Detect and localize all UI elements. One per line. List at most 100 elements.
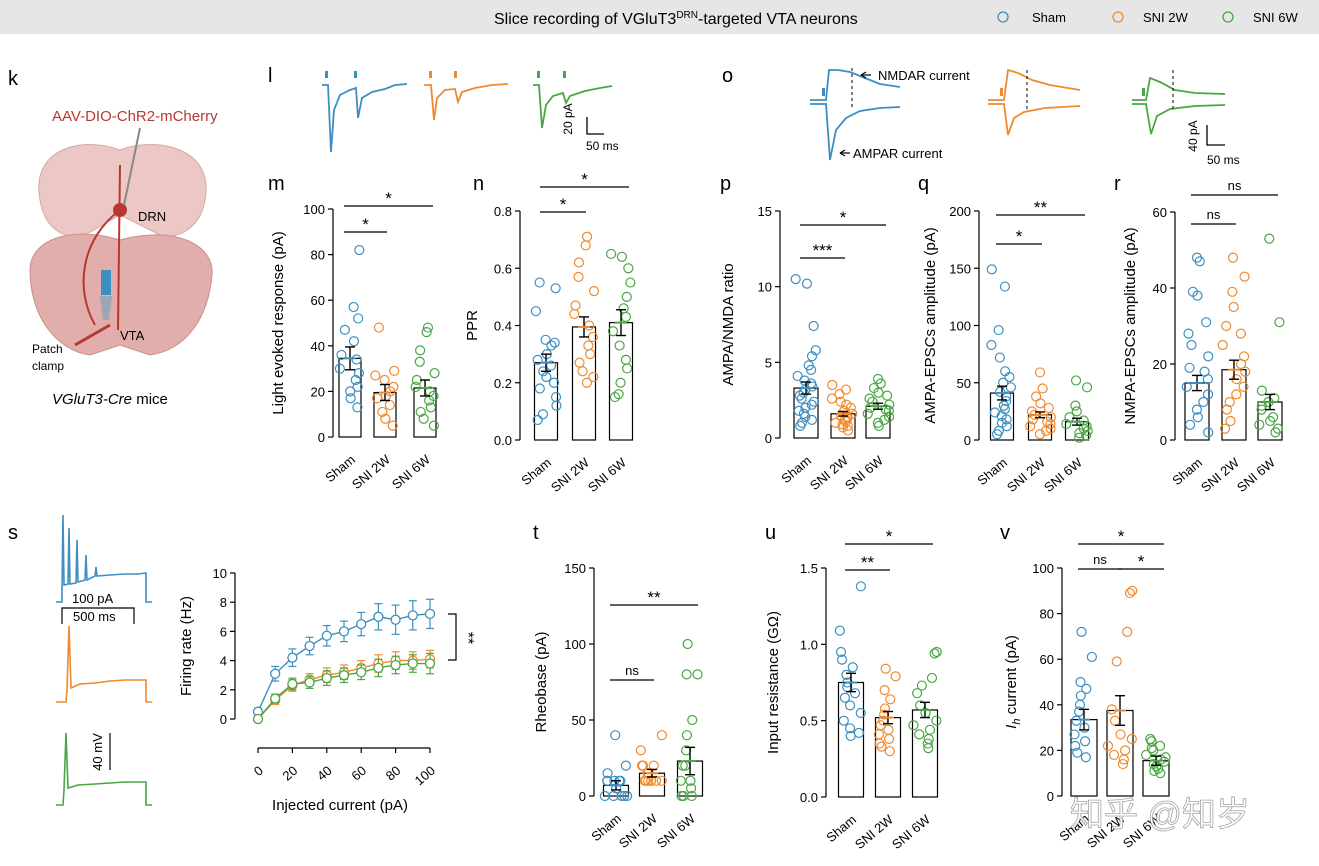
- data-point: [882, 390, 893, 401]
- scale-label-l-x: 50 ms: [586, 139, 619, 153]
- data-point: [682, 638, 693, 650]
- data-point: [890, 671, 901, 682]
- y-tick-label: 2: [220, 683, 227, 698]
- brain-illustration: [29, 127, 213, 356]
- data-point: [549, 337, 560, 348]
- data-point: [1080, 430, 1092, 441]
- data-point: [345, 393, 356, 404]
- panel-l: l 20 pA 50 ms: [268, 65, 619, 153]
- data-point: [845, 730, 856, 742]
- data-point: [1004, 371, 1015, 383]
- data-point: [1149, 765, 1160, 777]
- data-point: [424, 658, 436, 669]
- data-point: [616, 251, 628, 262]
- brain-lower-section: [29, 233, 213, 356]
- data-point: [390, 659, 401, 671]
- data-point: [534, 277, 545, 288]
- data-point: [1117, 758, 1129, 770]
- data-point: [1184, 362, 1195, 373]
- y-tick-label: 100: [303, 202, 325, 217]
- y-tick-label: 40: [1040, 698, 1054, 713]
- panel-letter-u: u: [765, 522, 776, 544]
- data-point: [1141, 749, 1152, 761]
- data-point: [847, 662, 858, 673]
- drn-injection-site: [113, 203, 127, 217]
- ampar-current-trace: [988, 103, 1081, 136]
- data-point: [574, 357, 585, 368]
- data-point: [806, 364, 817, 375]
- x-tick-label: SNI 6W: [842, 452, 887, 493]
- data-point: [685, 783, 697, 794]
- data-point: [835, 396, 846, 407]
- patch-pipette: [74, 323, 111, 347]
- y-tick-label: 6: [220, 624, 227, 639]
- data-point: [1194, 256, 1205, 267]
- x-tick-label: SNI 2W: [349, 451, 394, 492]
- data-point: [548, 377, 560, 388]
- y-axis-label: AMPA-EPSCs amplitude (pA): [922, 227, 939, 423]
- data-point: [850, 688, 861, 699]
- data-point: [351, 354, 362, 365]
- data-point: [855, 581, 866, 592]
- action-potential-trace: [56, 625, 152, 703]
- data-point: [1235, 328, 1246, 339]
- data-point: [339, 324, 350, 335]
- panel-m-chart: m 0 20 40 60 80 100 Light evoked response (pA) S…: [268, 173, 440, 492]
- data-point: [389, 365, 400, 376]
- trace-o-sni2w: [988, 68, 1081, 136]
- data-point: [428, 420, 440, 431]
- data-point: [580, 240, 591, 251]
- panel-letter-l: l: [268, 65, 272, 87]
- data-point: [879, 703, 891, 714]
- data-point: [615, 377, 626, 388]
- scale-label-time: 500 ms: [73, 609, 116, 624]
- data-point: [1127, 585, 1138, 596]
- data-point: [614, 340, 625, 351]
- data-point: [656, 775, 667, 786]
- data-point: [883, 733, 895, 745]
- panel-k: k AAV-DIO-ChR2-mCherry DRN VTA Patch cla…: [8, 68, 218, 408]
- significance-label: *: [1138, 552, 1145, 571]
- data-point: [790, 274, 801, 285]
- light-pulse-marker: [1000, 88, 1003, 96]
- data-point: [622, 363, 633, 374]
- y-tick-label: 0: [1047, 789, 1054, 804]
- data-point: [407, 658, 418, 669]
- clamp-label: clamp: [32, 359, 64, 373]
- trace-o-sni6w: [1132, 70, 1226, 135]
- data-point: [1160, 752, 1171, 763]
- data-point: [371, 393, 383, 404]
- data-point: [999, 281, 1011, 292]
- data-point: [873, 420, 884, 431]
- data-point: [622, 790, 633, 802]
- data-point: [1198, 396, 1209, 408]
- data-point: [874, 738, 885, 749]
- data-point: [352, 402, 363, 413]
- data-point: [1201, 317, 1212, 328]
- nmdar-current-trace: [988, 68, 1081, 101]
- significance-label: ns: [1207, 207, 1221, 222]
- panel-letter-k: k: [8, 68, 19, 90]
- data-point: [796, 417, 808, 428]
- x-tick-label: SNI 6W: [1041, 454, 1086, 495]
- data-point: [808, 320, 819, 332]
- data-point: [356, 667, 367, 678]
- data-point: [1082, 382, 1093, 393]
- data-point: [1111, 656, 1122, 667]
- light-pulse-marker: [537, 71, 540, 78]
- data-point: [991, 429, 1003, 440]
- scale-label-current: 100 pA: [72, 591, 114, 606]
- data-point: [1221, 404, 1233, 415]
- light-pulse-marker: [354, 71, 357, 78]
- data-point: [1124, 587, 1136, 599]
- data-point: [336, 349, 347, 361]
- bar-sni-6w: [608, 322, 634, 441]
- data-point: [270, 668, 281, 679]
- data-point: [583, 340, 594, 351]
- data-point: [687, 714, 698, 726]
- ampar-arrowhead: [839, 149, 846, 157]
- data-point: [677, 760, 688, 771]
- scale-label-mv: 40 mV: [90, 733, 105, 771]
